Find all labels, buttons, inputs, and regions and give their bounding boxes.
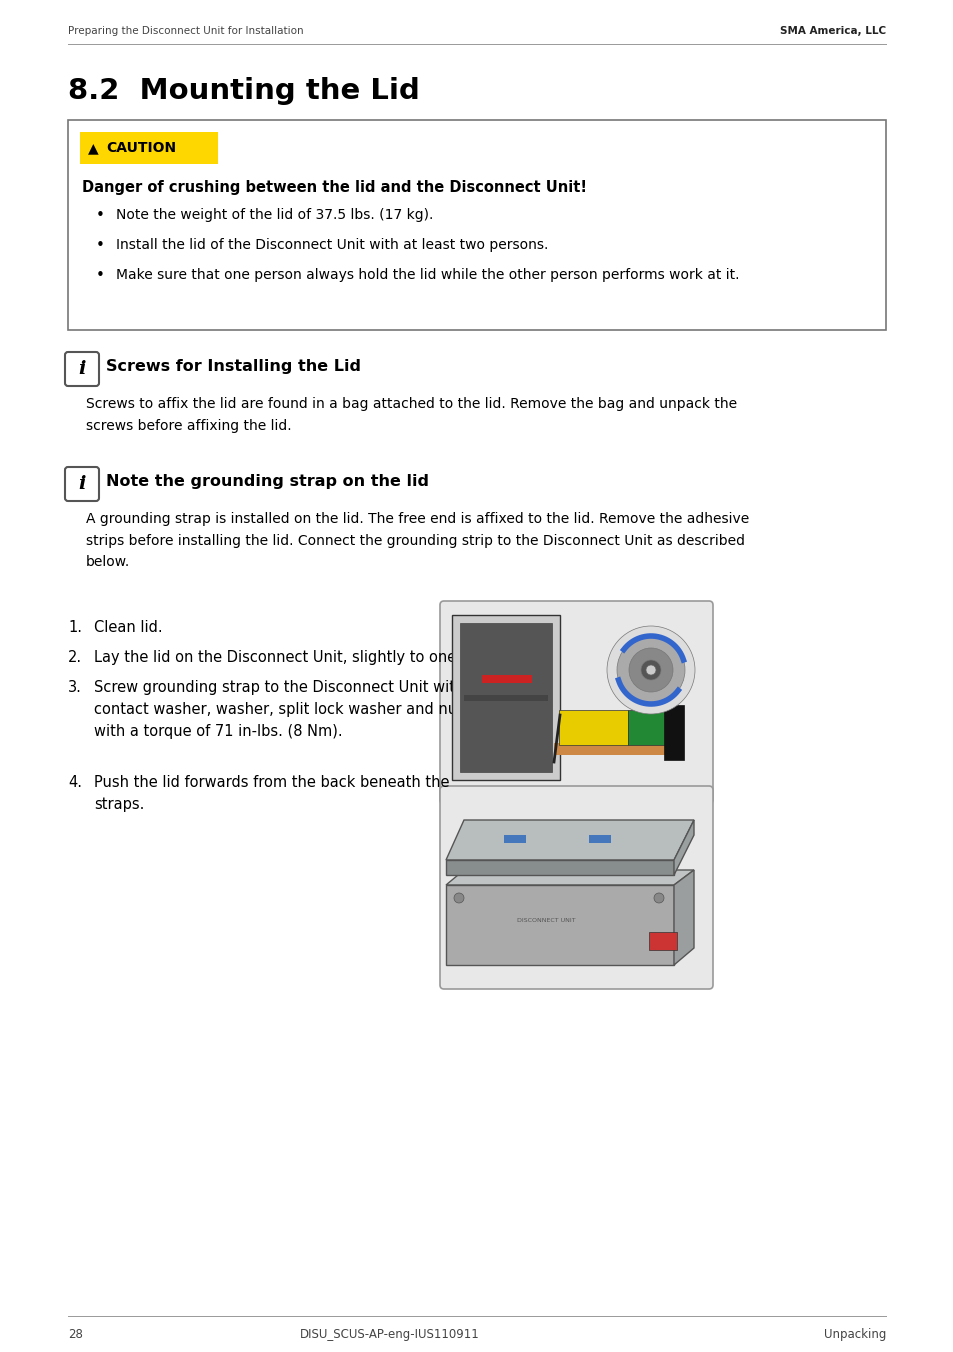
Text: straps.: straps. [94,796,144,813]
Text: Lay the lid on the Disconnect Unit, slightly to one side.: Lay the lid on the Disconnect Unit, slig… [94,650,496,665]
Bar [463,695,547,700]
Circle shape [454,894,463,903]
Bar [481,675,532,683]
Text: 8.2  Mounting the Lid: 8.2 Mounting the Lid [68,77,419,105]
Text: contact washer, washer, split lock washer and nut: contact washer, washer, split lock washe… [94,702,462,717]
Bar [627,710,673,745]
Text: Note the weight of the lid of 37.5 lbs. (17 kg).: Note the weight of the lid of 37.5 lbs. … [116,208,433,222]
Circle shape [606,626,695,714]
Text: •: • [96,238,105,253]
Text: SMA America, LLC: SMA America, LLC [779,26,885,37]
Polygon shape [446,821,693,860]
FancyBboxPatch shape [65,352,99,387]
Bar [648,932,677,950]
Text: CAUTION: CAUTION [106,141,176,155]
Bar [80,132,218,164]
Circle shape [654,894,663,903]
Text: 28: 28 [68,1328,83,1341]
Text: Screw grounding strap to the Disconnect Unit with: Screw grounding strap to the Disconnect … [94,680,464,695]
Bar [503,836,525,844]
Text: i: i [78,475,86,493]
Text: 1.: 1. [68,621,82,635]
Text: i: i [78,360,86,379]
Text: 2.: 2. [68,650,82,665]
Text: Preparing the Disconnect Unit for Installation: Preparing the Disconnect Unit for Instal… [68,26,303,37]
Text: Install the lid of the Disconnect Unit with at least two persons.: Install the lid of the Disconnect Unit w… [116,238,548,251]
Text: DISCONNECT UNIT: DISCONNECT UNIT [517,918,575,922]
Text: Screws to affix the lid are found in a bag attached to the lid. Remove the bag a: Screws to affix the lid are found in a b… [86,397,737,433]
FancyBboxPatch shape [439,602,712,804]
Text: Danger of crushing between the lid and the Disconnect Unit!: Danger of crushing between the lid and t… [82,180,586,195]
Text: Screws for Installing the Lid: Screws for Installing the Lid [106,360,360,375]
Bar [554,744,679,754]
Bar [663,704,683,760]
Polygon shape [673,821,693,875]
Bar [452,615,559,780]
Text: Note the grounding strap on the lid: Note the grounding strap on the lid [106,475,429,489]
Polygon shape [446,869,693,886]
Text: •: • [96,268,105,283]
FancyBboxPatch shape [65,466,99,502]
Polygon shape [446,886,673,965]
FancyBboxPatch shape [439,786,712,990]
Text: Push the lid forwards from the back beneath the: Push the lid forwards from the back bene… [94,775,449,790]
Text: Unpacking: Unpacking [822,1328,885,1341]
Circle shape [628,648,672,692]
Bar [558,710,627,745]
Polygon shape [673,869,693,965]
Text: A grounding strap is installed on the lid. The free end is affixed to the lid. R: A grounding strap is installed on the li… [86,512,748,569]
Text: DISU_SCUS-AP-eng-IUS110911: DISU_SCUS-AP-eng-IUS110911 [299,1328,479,1341]
Polygon shape [446,860,673,875]
Text: 3.: 3. [68,680,82,695]
Bar [588,836,610,844]
Bar [68,120,885,330]
Text: with a torque of 71 in‑lbs. (8 Nm).: with a torque of 71 in‑lbs. (8 Nm). [94,725,342,740]
Text: •: • [96,208,105,223]
Circle shape [640,660,660,680]
Text: Clean lid.: Clean lid. [94,621,162,635]
Circle shape [617,635,684,704]
Text: Make sure that one person always hold the lid while the other person performs wo: Make sure that one person always hold th… [116,268,739,283]
Text: 4.: 4. [68,775,82,790]
Circle shape [645,665,656,675]
Bar [459,623,552,772]
Text: ▲: ▲ [88,141,98,155]
